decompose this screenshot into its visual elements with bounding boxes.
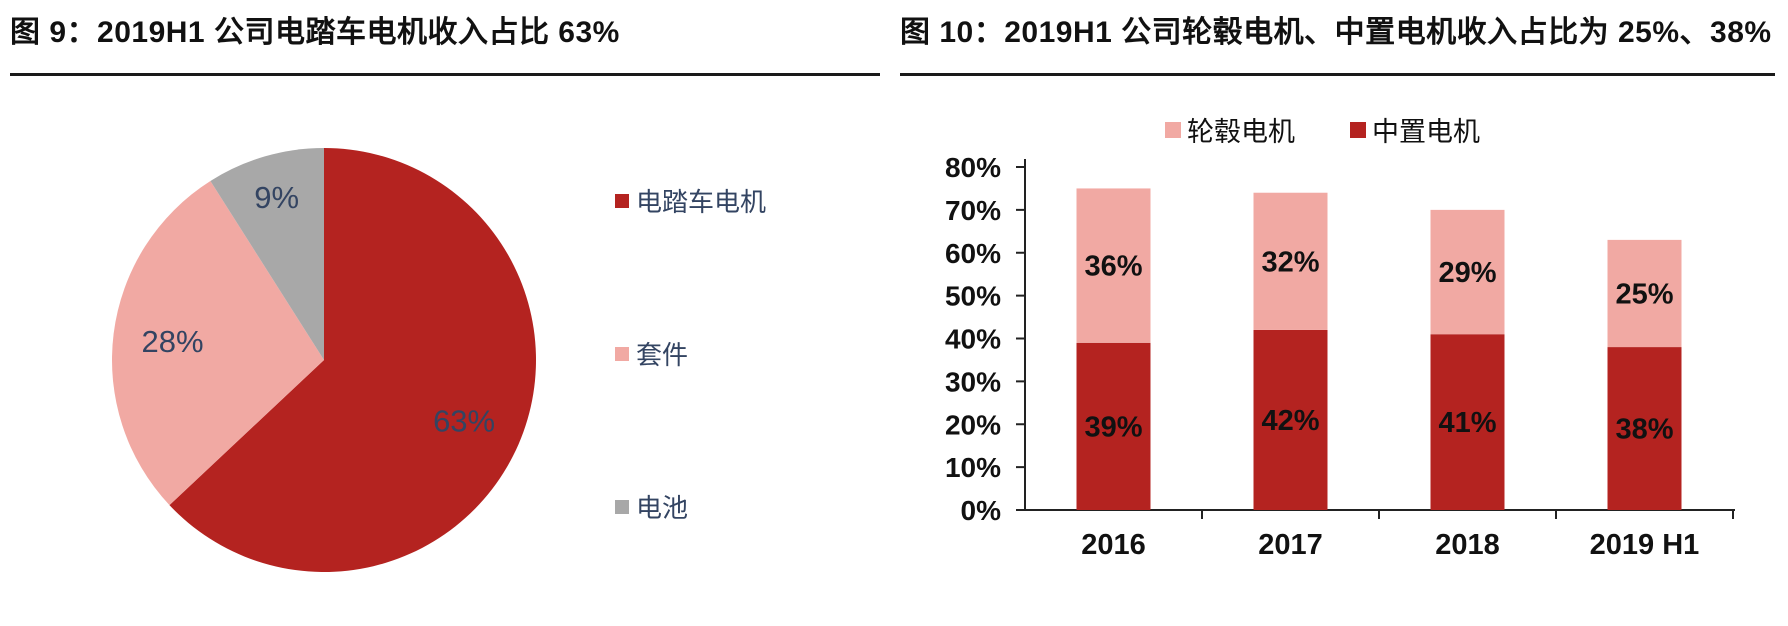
y-axis-tick-label: 30%	[945, 366, 1001, 397]
figure-10-title: 图 10：2019H1 公司轮毂电机、中置电机收入占比为 25%、38%	[900, 16, 1772, 49]
bar-segment-hub-motor-2017	[1253, 192, 1328, 330]
x-axis-category-label: 2018	[1435, 529, 1500, 561]
legend-swatch-ebike-motor	[615, 193, 629, 208]
y-axis-tick-label: 70%	[945, 195, 1001, 226]
legend-swatch-mid-motor	[1350, 121, 1366, 138]
bar-data-label-mid-motor: 38%	[1615, 414, 1673, 446]
y-axis-tick-label: 60%	[945, 238, 1001, 269]
y-axis-tick-label: 10%	[945, 452, 1001, 483]
bar-segment-mid-motor-2018	[1430, 334, 1505, 510]
y-axis-tick-label: 50%	[945, 281, 1001, 312]
legend-swatch-kit	[615, 346, 629, 361]
pie-slice-28%	[111, 181, 324, 506]
figure-10-title-rule	[900, 73, 1775, 76]
legend-item-mid-motor: 中置电机	[1350, 110, 1480, 149]
legend-swatch-battery	[615, 499, 629, 514]
legend-label-mid-motor: 中置电机	[1372, 117, 1480, 147]
legend-item-battery: 电池	[615, 488, 688, 525]
x-axis-category-label: 2019 H1	[1590, 529, 1700, 561]
bar-segment-hub-motor-2018	[1430, 209, 1505, 335]
y-axis-tick-label: 80%	[945, 152, 1001, 183]
pie-data-label: 9%	[254, 180, 299, 215]
y-axis-tick-label: 0%	[961, 495, 1002, 526]
figure-9-panel: 图 9：2019H1 公司电踏车电机收入占比 63% 63% 28% 9% 电踏车电…	[10, 0, 880, 626]
stacked-bar-chart: 0% 10% 20% 30% 40% 50% 60% 70% 80% 39% 36% 2016 42% 3…	[945, 152, 1735, 561]
bar-segment-hub-motor-2016	[1076, 188, 1151, 343]
bar-data-label-hub-motor: 25%	[1615, 278, 1673, 310]
x-axis-category-label: 2017	[1258, 529, 1323, 561]
legend-item-ebike-motor: 电踏车电机	[615, 182, 766, 219]
pie-chart: 63% 28% 9%	[111, 148, 536, 572]
x-axis-category-label: 2016	[1081, 529, 1146, 561]
y-axis-tick-label: 20%	[945, 409, 1001, 440]
legend-item-kit: 套件	[615, 335, 688, 372]
bar-data-label-mid-motor: 41%	[1438, 407, 1496, 439]
bar-data-label-mid-motor: 39%	[1084, 411, 1142, 443]
figure-10-panel: 图 10：2019H1 公司轮毂电机、中置电机收入占比为 25%、38% 轮毂电…	[900, 0, 1788, 626]
pie-data-label: 63%	[433, 404, 495, 439]
legend-label-kit: 套件	[636, 340, 689, 370]
bar-segment-mid-motor-2019 H1	[1607, 347, 1682, 510]
pie-slice-63%	[169, 148, 536, 572]
y-axis-tick-label: 40%	[945, 324, 1001, 355]
legend-item-hub-motor: 轮毂电机	[1165, 110, 1295, 149]
legend-label-hub-motor: 轮毂电机	[1187, 117, 1295, 147]
pie-slice-9%	[210, 148, 324, 360]
legend-label-ebike-motor: 电踏车电机	[636, 187, 767, 217]
pie-data-label: 28%	[142, 324, 204, 359]
figure-9-title-rule	[10, 73, 880, 76]
bar-segment-mid-motor-2016	[1076, 342, 1151, 510]
bar-data-label-mid-motor: 42%	[1261, 405, 1319, 437]
bar-data-label-hub-motor: 36%	[1084, 251, 1142, 283]
bar-data-label-hub-motor: 29%	[1438, 257, 1496, 289]
figure-9-title: 图 9：2019H1 公司电踏车电机收入占比 63%	[10, 16, 620, 49]
legend-swatch-hub-motor	[1165, 121, 1181, 138]
bar-segment-mid-motor-2017	[1253, 329, 1328, 510]
legend-label-battery: 电池	[636, 493, 689, 523]
bar-segment-hub-motor-2019 H1	[1607, 239, 1682, 348]
bar-data-label-hub-motor: 32%	[1261, 246, 1319, 278]
